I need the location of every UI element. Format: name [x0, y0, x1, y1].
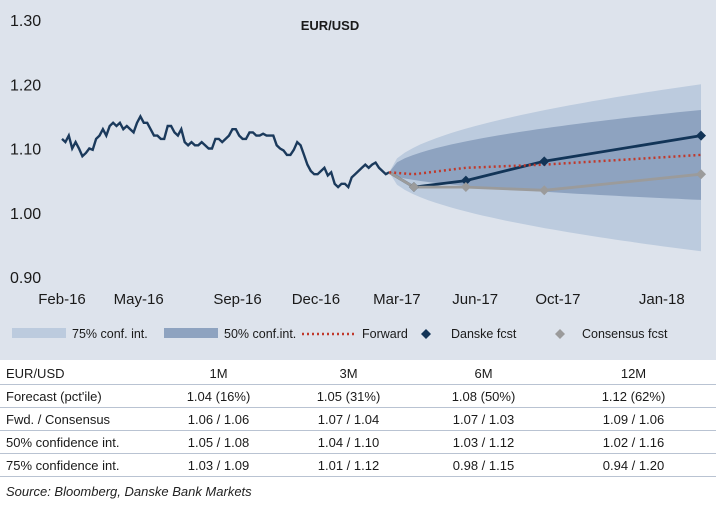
y-axis-ticks: 0.90 1.00 1.10 1.20 1.30 — [10, 13, 41, 287]
y-tick-label: 1.10 — [10, 142, 41, 159]
x-axis-ticks: Feb-16 May-16 Sep-16 Dec-16 Mar-17 Jun-17 Oct-… — [38, 291, 685, 308]
marker-consensus-fcst — [539, 185, 550, 196]
table-cell: 1.12 (62%) — [551, 384, 716, 408]
chart-title: EUR/USD — [301, 18, 360, 33]
table-cell: 1.02 / 1.16 — [551, 430, 716, 454]
legend-label-conf50: 50% conf.int. — [224, 327, 296, 341]
legend-swatch-conf50 — [164, 328, 218, 338]
legend-label-conf75: 75% conf. int. — [72, 327, 148, 341]
marker-danske-fcst — [696, 130, 707, 141]
table-header-cell: EUR/USD — [0, 362, 156, 385]
marker-danske-fcst — [460, 175, 471, 186]
x-tick-label: Mar-17 — [373, 291, 421, 308]
table-row-label: Fwd. / Consensus — [0, 407, 156, 431]
marker-consensus-fcst — [460, 182, 471, 193]
table-header-cell: 12M — [551, 362, 716, 385]
x-tick-label: Dec-16 — [292, 291, 340, 308]
eurusd-chart: 0.90 1.00 1.10 1.20 1.30 Feb-16 May-16 Sep-16 D… — [10, 13, 707, 341]
table-cell: 1.04 / 1.10 — [281, 430, 416, 454]
x-tick-label: Sep-16 — [213, 291, 261, 308]
legend-label-forward: Forward — [362, 327, 408, 341]
marker-consensus-fcst — [696, 169, 707, 180]
y-tick-label: 1.30 — [10, 13, 41, 30]
table-cell: 1.03 / 1.12 — [416, 430, 551, 454]
table-cell: 1.05 (31%) — [281, 384, 416, 408]
forecast-table: EUR/USD 1M 3M 6M 12M Forecast (pct'ile) … — [0, 362, 716, 477]
table-cell: 1.05 / 1.08 — [156, 430, 281, 454]
table-cell: 1.06 / 1.06 — [156, 407, 281, 431]
table-cell: 1.01 / 1.12 — [281, 453, 416, 477]
table-row: Fwd. / Consensus 1.06 / 1.06 1.07 / 1.04… — [0, 407, 716, 431]
table-cell: 1.03 / 1.09 — [156, 453, 281, 477]
y-tick-label: 1.00 — [10, 206, 41, 223]
table-cell: 1.07 / 1.03 — [416, 407, 551, 431]
legend-swatch-conf75 — [12, 328, 66, 338]
series-markers — [408, 130, 707, 196]
table-row: 50% confidence int. 1.05 / 1.08 1.04 / 1… — [0, 430, 716, 454]
x-tick-label: Jan-18 — [639, 291, 685, 308]
legend-label-danske: Danske fcst — [451, 327, 517, 341]
table-cell: 1.09 / 1.06 — [551, 407, 716, 431]
table-header-cell: 1M — [156, 362, 281, 385]
table-cell: 1.04 (16%) — [156, 384, 281, 408]
x-tick-label: Oct-17 — [535, 291, 580, 308]
table-row: 75% confidence int. 1.03 / 1.09 1.01 / 1… — [0, 453, 716, 477]
legend-marker-danske — [421, 329, 431, 339]
x-tick-label: May-16 — [114, 291, 164, 308]
series-line-eur-usd — [61, 113, 390, 190]
table-row-label: 75% confidence int. — [0, 453, 156, 477]
table-header-cell: 6M — [416, 362, 551, 385]
table-row: Forecast (pct'ile) 1.04 (16%) 1.05 (31%)… — [0, 384, 716, 408]
confidence-bands — [389, 84, 701, 252]
marker-danske-fcst — [539, 156, 550, 167]
table-cell: 0.94 / 1.20 — [551, 453, 716, 477]
y-tick-label: 0.90 — [10, 270, 41, 287]
table-header-cell: 3M — [281, 362, 416, 385]
table-row-label: 50% confidence int. — [0, 430, 156, 454]
series-line-forward — [389, 153, 702, 176]
table-row-label: Forecast (pct'ile) — [0, 384, 156, 408]
y-tick-label: 1.20 — [10, 77, 41, 94]
marker-consensus-fcst — [408, 182, 419, 193]
table-header-row: EUR/USD 1M 3M 6M 12M — [0, 362, 716, 385]
legend-marker-consensus — [555, 329, 565, 339]
table-cell: 1.08 (50%) — [416, 384, 551, 408]
x-tick-label: Jun-17 — [452, 291, 498, 308]
source-note: Source: Bloomberg, Danske Bank Markets — [6, 484, 252, 499]
legend-label-consensus: Consensus fcst — [582, 327, 668, 341]
legend: 75% conf. int. 50% conf.int. Forward Dan… — [12, 327, 668, 341]
table-cell: 0.98 / 1.15 — [416, 453, 551, 477]
x-tick-label: Feb-16 — [38, 291, 86, 308]
table-cell: 1.07 / 1.04 — [281, 407, 416, 431]
